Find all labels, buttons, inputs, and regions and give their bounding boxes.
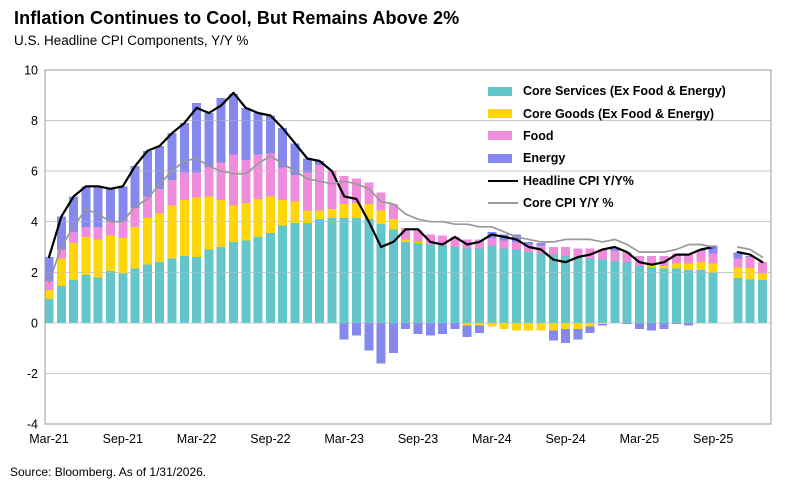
legend-item-core-cpi: Core CPI Y/Y % xyxy=(488,192,726,214)
legend-label-energy: Energy xyxy=(523,151,566,166)
legend-swatch-energy xyxy=(488,153,512,163)
svg-text:2: 2 xyxy=(31,266,38,280)
svg-text:6: 6 xyxy=(31,165,38,179)
chart-subtitle: U.S. Headline CPI Components, Y/Y % xyxy=(14,33,249,48)
legend-item-core-goods: Core Goods (Ex Food & Energy) xyxy=(488,102,726,124)
legend-label-food: Food xyxy=(523,128,554,143)
legend-label-core-services: Core Services (Ex Food & Energy) xyxy=(523,84,726,99)
legend-line-sample-core xyxy=(488,202,518,205)
legend-swatch-core-goods xyxy=(488,109,512,119)
legend-swatch-core-services xyxy=(488,86,512,96)
svg-text:Mar-24: Mar-24 xyxy=(472,432,512,446)
svg-text:10: 10 xyxy=(24,64,38,78)
svg-text:Sep-23: Sep-23 xyxy=(398,432,438,446)
legend-item-core-services: Core Services (Ex Food & Energy) xyxy=(488,80,726,102)
svg-text:Mar-21: Mar-21 xyxy=(29,432,69,446)
source-note: Source: Bloomberg. As of 1/31/2026. xyxy=(10,465,207,479)
svg-text:Mar-23: Mar-23 xyxy=(324,432,364,446)
svg-text:Sep-24: Sep-24 xyxy=(545,432,585,446)
legend-item-energy: Energy xyxy=(488,147,726,169)
svg-text:-4: -4 xyxy=(27,418,38,432)
legend-label-headline-cpi: Headline CPI Y/Y% xyxy=(523,173,634,188)
svg-text:4: 4 xyxy=(31,215,38,229)
legend-swatch-food xyxy=(488,131,512,141)
svg-text:8: 8 xyxy=(31,114,38,128)
svg-text:Sep-22: Sep-22 xyxy=(250,432,290,446)
svg-text:Mar-22: Mar-22 xyxy=(177,432,217,446)
legend-item-headline-cpi: Headline CPI Y/Y% xyxy=(488,170,726,192)
legend-label-core-goods: Core Goods (Ex Food & Energy) xyxy=(523,106,714,121)
svg-text:Sep-25: Sep-25 xyxy=(693,432,733,446)
chart-title: Inflation Continues to Cool, But Remains… xyxy=(14,8,460,28)
legend-line-sample-headline xyxy=(488,179,518,182)
svg-text:-2: -2 xyxy=(27,367,38,381)
legend-item-food: Food xyxy=(488,125,726,147)
svg-text:0: 0 xyxy=(31,316,38,330)
chart-legend: Core Services (Ex Food & Energy) Core Go… xyxy=(488,80,726,214)
legend-label-core-cpi: Core CPI Y/Y % xyxy=(523,196,614,211)
svg-text:Mar-25: Mar-25 xyxy=(620,432,660,446)
svg-text:Sep-21: Sep-21 xyxy=(103,432,143,446)
